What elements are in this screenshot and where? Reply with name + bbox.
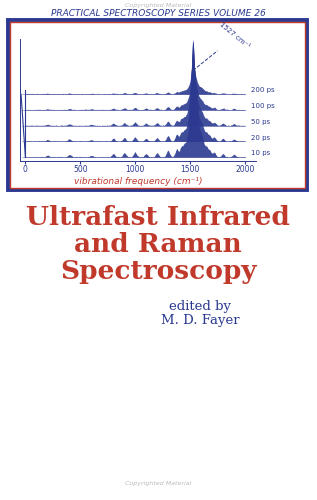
Text: Ultrafast Infrared: Ultrafast Infrared bbox=[26, 205, 290, 230]
Text: 1527 cm⁻¹: 1527 cm⁻¹ bbox=[218, 22, 251, 50]
Text: Copyrighted Material: Copyrighted Material bbox=[125, 3, 191, 8]
Text: PRACTICAL SPECTROSCOPY SERIES VOLUME 26: PRACTICAL SPECTROSCOPY SERIES VOLUME 26 bbox=[51, 9, 265, 18]
Text: 20 ps: 20 ps bbox=[251, 134, 271, 140]
Text: Copyrighted Material: Copyrighted Material bbox=[125, 481, 191, 486]
Text: edited by: edited by bbox=[169, 300, 231, 313]
Text: 50 ps: 50 ps bbox=[251, 119, 271, 125]
Text: 10 ps: 10 ps bbox=[251, 150, 271, 156]
Text: Spectroscopy: Spectroscopy bbox=[60, 259, 256, 284]
X-axis label: vibrational frequency (cm⁻¹): vibrational frequency (cm⁻¹) bbox=[74, 177, 202, 186]
Bar bbox=[8, 20, 307, 190]
Text: and Raman: and Raman bbox=[74, 232, 242, 257]
Text: 100 ps: 100 ps bbox=[251, 103, 275, 109]
Text: M. D. Fayer: M. D. Fayer bbox=[161, 314, 239, 327]
Bar bbox=[10, 22, 305, 188]
Text: 200 ps: 200 ps bbox=[251, 88, 275, 94]
